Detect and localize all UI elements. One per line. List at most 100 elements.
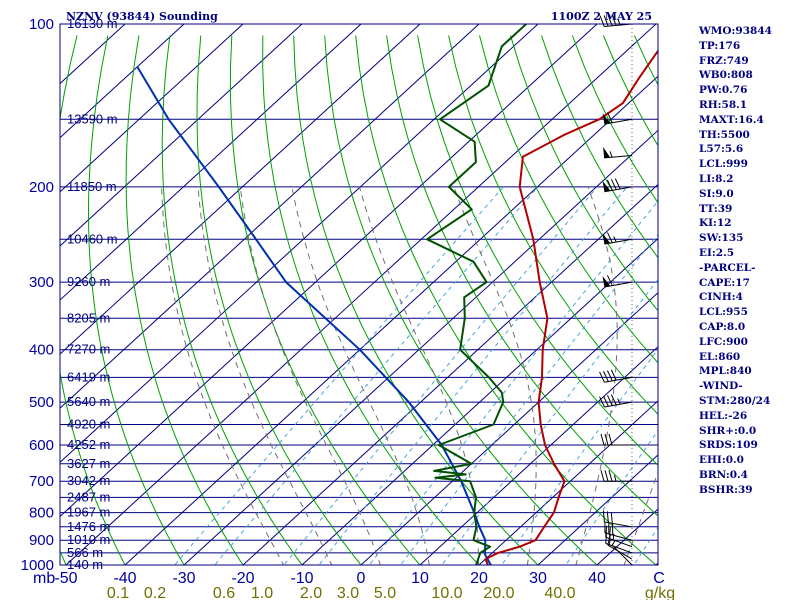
- parameter-row: STM:280/24: [699, 394, 771, 407]
- wind-barb-feather: [606, 395, 613, 406]
- mixing-ratio-line: [633, 526, 658, 565]
- pressure-label: 600: [29, 437, 54, 454]
- height-label: 1476 m: [67, 519, 110, 534]
- parameter-row: L57:5.6: [699, 143, 744, 156]
- height-label: 7270 m: [67, 342, 110, 357]
- moist-adiabat: [575, 186, 618, 565]
- wind-barb-staff: [604, 376, 633, 383]
- mixing-ratio-tick-label: 20.0: [483, 585, 514, 600]
- wind-barb-half-feather: [608, 538, 611, 545]
- moist-adiabat: [623, 470, 658, 565]
- wind-barb: [604, 521, 633, 541]
- moist-adiabat: [161, 186, 285, 565]
- wind-barb-feather: [605, 525, 608, 538]
- pressure-label: 100: [29, 16, 54, 33]
- wind-barb-half-feather: [617, 398, 621, 405]
- wind-barb-half-feather: [609, 151, 613, 158]
- height-label: 11850 m: [67, 179, 117, 194]
- isotherm-line: [60, 24, 362, 301]
- parameter-row: SI:9.0: [699, 187, 734, 200]
- dewpoint-line: [426, 24, 527, 565]
- wind-barb-feather: [608, 527, 611, 539]
- wind-barb: [599, 394, 633, 408]
- wind-barb: [602, 510, 633, 528]
- temperature-tick-label: 40: [588, 570, 606, 587]
- wind-barb-feather: [607, 533, 612, 546]
- wind-barb-feather: [610, 511, 613, 524]
- wind-barb: [603, 146, 633, 159]
- isotherm-line: [183, 129, 658, 565]
- height-label: 4252 m: [67, 437, 110, 452]
- parameter-row: SRDS:109: [699, 439, 758, 452]
- dry-adiabat: [87, 35, 185, 565]
- mixing-ratio-line: [214, 186, 539, 565]
- temperature-tick-label: -50: [54, 570, 77, 587]
- pressure-label: 700: [29, 473, 54, 490]
- wind-barb-feather: [606, 275, 613, 286]
- temperature-line: [484, 49, 658, 565]
- parameter-row: LI:8.2: [699, 172, 734, 185]
- parameter-row: CAP:8.0: [699, 320, 746, 333]
- wind-barb-feather: [600, 470, 605, 482]
- plot-frame: [59, 23, 659, 566]
- height-label: 1010 m: [67, 532, 110, 547]
- parameter-row: WB0:808: [699, 69, 753, 82]
- mixing-ratio-line: [283, 186, 598, 565]
- wind-barb: [602, 178, 633, 193]
- pressure-label: 900: [29, 532, 54, 549]
- parameter-row: FRZ:749: [699, 54, 749, 67]
- temperature-tick-label: -10: [290, 570, 313, 587]
- isotherm-line: [60, 24, 539, 463]
- height-label: 9260 m: [67, 274, 110, 289]
- parameter-row: TP:176: [699, 39, 741, 52]
- parameter-row: EI:2.5: [699, 246, 735, 259]
- wind-barb-staff: [605, 542, 633, 554]
- temperature-tick-label: 0: [357, 570, 366, 587]
- isotherm-line: [65, 24, 657, 565]
- wind-barb-feather: [604, 470, 609, 482]
- pressure-axis-label: mb: [33, 570, 55, 587]
- height-label: 3042 m: [67, 473, 110, 488]
- isotherm-line: [124, 75, 658, 565]
- wind-barb-feather: [599, 396, 605, 408]
- temperature-tick-label: 20: [470, 570, 488, 587]
- parameter-row: SHR+:0.0: [699, 424, 757, 437]
- wind-barb: [599, 369, 633, 383]
- wind-barb-half-feather: [614, 475, 617, 482]
- wind-barb: [605, 525, 633, 548]
- parameter-row: BSHR:39: [699, 483, 753, 496]
- mixing-ratio-line: [399, 233, 658, 565]
- wind-barb-feather: [610, 179, 617, 190]
- pressure-label: 1000: [21, 557, 54, 574]
- temperature-tick-label: 10: [411, 570, 429, 587]
- height-label: 2487 m: [67, 489, 110, 504]
- parameter-row: MAXT:16.4: [699, 113, 764, 126]
- height-label: 1967 m: [67, 505, 110, 520]
- parameter-row: -WIND-: [699, 380, 743, 393]
- mixing-ratio-line: [318, 186, 628, 565]
- parameter-row: MPL:840: [699, 365, 752, 378]
- height-label: 8205 m: [67, 310, 110, 325]
- wind-barb-feather: [606, 370, 613, 382]
- temperature-tick-label: -40: [113, 570, 136, 587]
- parameter-row: LFC:900: [699, 335, 748, 348]
- wind-barb-staff: [604, 521, 633, 528]
- dry-adiabat: [324, 35, 598, 565]
- parameter-row: EL:860: [699, 350, 741, 363]
- wind-barb-feather: [599, 371, 605, 383]
- isotherm-line: [60, 24, 303, 247]
- wind-barb-feather: [610, 369, 617, 381]
- height-label: 13590 m: [67, 111, 118, 126]
- mixing-ratio-line: [565, 429, 658, 565]
- pressure-label: 400: [29, 342, 54, 359]
- isotherm-line: [60, 24, 598, 518]
- isotherm-line: [419, 346, 658, 565]
- dry-adiabat: [262, 35, 480, 565]
- mixing-ratio-unit-label: g/kg: [645, 585, 675, 600]
- mixing-ratio-line: [501, 348, 658, 565]
- dry-adiabat: [417, 35, 658, 466]
- dry-adiabat: [125, 35, 244, 565]
- wind-barb-half-feather: [612, 533, 615, 540]
- station-title: NZNV (93844) Sounding: [66, 10, 218, 23]
- isotherm-line: [478, 400, 658, 565]
